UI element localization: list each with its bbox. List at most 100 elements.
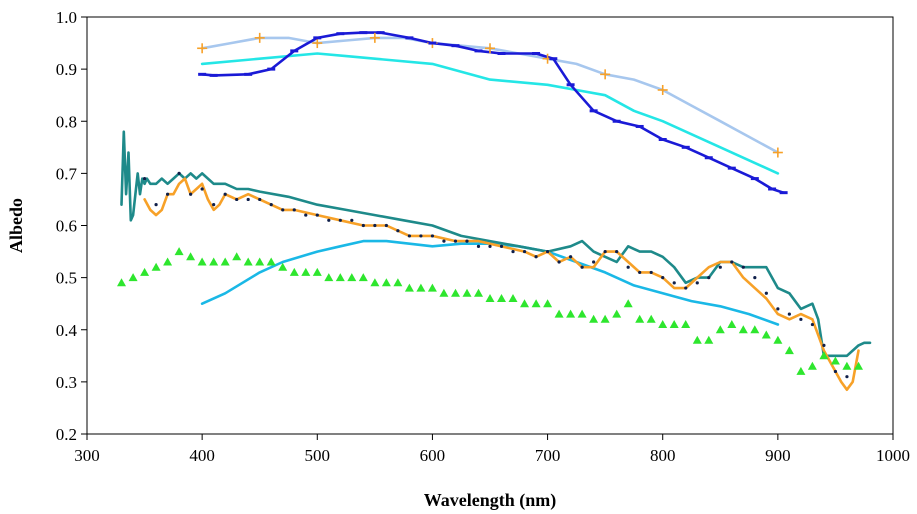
dot-marker xyxy=(476,244,481,248)
dot-marker xyxy=(810,322,815,327)
dot-marker xyxy=(488,244,492,248)
dot-marker xyxy=(592,260,596,264)
dot-marker xyxy=(718,265,722,269)
triangle-marker xyxy=(232,252,242,261)
triangle-marker xyxy=(807,361,817,370)
y-tick-label: 0.2 xyxy=(56,425,77,444)
dot-marker xyxy=(258,197,262,202)
dot-marker xyxy=(142,176,147,181)
dot-marker xyxy=(649,270,653,275)
dot-marker xyxy=(845,375,849,379)
x-tick-label: 900 xyxy=(765,446,791,465)
dot-marker xyxy=(396,229,400,233)
dot-marker xyxy=(822,343,826,347)
triangle-marker xyxy=(646,314,656,323)
plus-marker xyxy=(369,32,380,43)
triangle-marker xyxy=(186,252,196,261)
triangle-marker xyxy=(842,361,852,370)
dot-marker xyxy=(361,223,365,228)
triangle-marker xyxy=(589,314,599,323)
dot-marker xyxy=(315,213,319,217)
x-axis-title: Wavelength (nm) xyxy=(424,490,557,511)
triangle-marker xyxy=(497,294,506,302)
triangle-marker xyxy=(427,283,437,292)
triangle-marker xyxy=(566,309,576,318)
triangle-marker xyxy=(140,267,150,276)
plus-marker xyxy=(197,43,208,54)
dot-marker xyxy=(522,249,527,254)
triangle-marker xyxy=(761,330,771,339)
dot-marker xyxy=(684,286,688,290)
dot-marker xyxy=(638,270,642,275)
dot-marker xyxy=(281,208,285,212)
dot-marker xyxy=(338,218,342,222)
triangle-marker xyxy=(635,314,645,323)
dot-marker xyxy=(304,213,308,217)
triangle-marker xyxy=(197,257,207,266)
dot-marker xyxy=(166,192,170,196)
x-tick-label: 600 xyxy=(420,446,446,465)
triangle-marker xyxy=(312,267,322,276)
triangle-marker xyxy=(773,335,783,344)
dot-marker xyxy=(615,249,619,254)
triangle-marker xyxy=(612,309,622,318)
triangle-marker xyxy=(324,273,334,282)
x-tick-label: 800 xyxy=(650,446,676,465)
triangle-marker xyxy=(220,257,230,266)
dot-marker xyxy=(776,307,780,311)
dot-marker xyxy=(430,234,435,238)
triangle-marker xyxy=(335,273,345,282)
dot-marker xyxy=(350,218,354,222)
dot-marker xyxy=(534,255,538,259)
triangle-marker xyxy=(738,325,748,334)
plus-marker xyxy=(600,69,611,80)
triangle-marker xyxy=(381,278,391,287)
dot-marker xyxy=(419,234,423,238)
dot-marker xyxy=(499,244,504,248)
marker-layer xyxy=(117,31,863,379)
dot-marker xyxy=(223,192,227,196)
triangle-marker xyxy=(370,278,380,287)
series-line-2 xyxy=(200,52,780,175)
dot-marker xyxy=(189,192,193,196)
dot-marker xyxy=(730,260,734,264)
triangle-marker xyxy=(830,356,840,365)
triangle-marker xyxy=(128,273,138,282)
series-line-5 xyxy=(120,130,872,358)
dot-marker xyxy=(200,187,204,191)
dot-marker xyxy=(545,249,550,254)
dot-marker xyxy=(235,197,239,202)
dot-marker xyxy=(707,276,711,280)
dot-marker xyxy=(741,265,745,269)
triangle-marker xyxy=(151,262,161,271)
triangle-marker xyxy=(750,325,760,334)
triangle-marker xyxy=(520,299,529,308)
dot-marker xyxy=(764,291,768,295)
series-line-4 xyxy=(200,239,780,326)
dot-marker xyxy=(799,317,803,321)
y-tick-label: 0.4 xyxy=(56,321,78,340)
y-axis-title: Albedo xyxy=(6,198,26,253)
triangle-marker xyxy=(623,299,633,308)
triangle-marker xyxy=(209,257,219,266)
plus-marker xyxy=(254,32,265,43)
triangle-marker xyxy=(600,314,610,323)
dot-marker xyxy=(569,255,573,259)
triangle-marker xyxy=(266,257,276,266)
dot-marker xyxy=(246,197,250,202)
triangle-marker xyxy=(485,294,495,302)
triangle-marker xyxy=(577,309,587,318)
dot-marker xyxy=(603,249,607,254)
dot-marker xyxy=(154,203,158,207)
dot-marker xyxy=(327,218,331,222)
plus-marker xyxy=(657,84,668,95)
y-tick-label: 0.5 xyxy=(56,269,77,288)
triangle-marker xyxy=(727,320,737,328)
dot-marker xyxy=(373,223,377,228)
x-tick-label: 1000 xyxy=(876,446,910,465)
y-tick-label: 1.0 xyxy=(56,8,77,27)
y-tick-label: 0.8 xyxy=(56,112,77,131)
dot-marker xyxy=(661,276,665,280)
x-tick-label: 400 xyxy=(189,446,215,465)
dot-marker xyxy=(787,312,791,316)
